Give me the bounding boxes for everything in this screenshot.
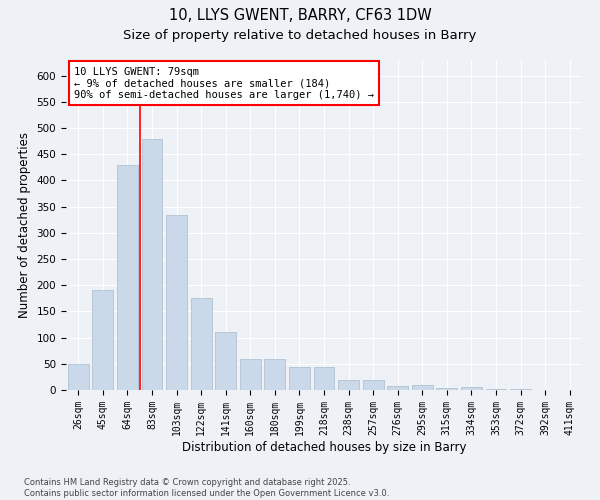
Bar <box>191 298 212 390</box>
Bar <box>265 358 286 390</box>
Bar <box>240 358 261 390</box>
Text: 10 LLYS GWENT: 79sqm
← 9% of detached houses are smaller (184)
90% of semi-detac: 10 LLYS GWENT: 79sqm ← 9% of detached ho… <box>74 66 374 100</box>
Bar <box>338 380 359 390</box>
Bar <box>142 138 163 390</box>
Bar <box>314 368 334 390</box>
Y-axis label: Number of detached properties: Number of detached properties <box>18 132 31 318</box>
Bar <box>461 388 482 390</box>
Bar <box>68 364 89 390</box>
Text: Size of property relative to detached houses in Barry: Size of property relative to detached ho… <box>124 30 476 43</box>
Bar <box>387 386 408 390</box>
Text: 10, LLYS GWENT, BARRY, CF63 1DW: 10, LLYS GWENT, BARRY, CF63 1DW <box>169 8 431 22</box>
Bar <box>362 380 383 390</box>
Bar <box>436 388 457 390</box>
Bar <box>215 332 236 390</box>
Bar <box>166 214 187 390</box>
Bar <box>289 368 310 390</box>
X-axis label: Distribution of detached houses by size in Barry: Distribution of detached houses by size … <box>182 440 466 454</box>
Bar <box>117 165 138 390</box>
Bar <box>92 290 113 390</box>
Bar <box>412 385 433 390</box>
Text: Contains HM Land Registry data © Crown copyright and database right 2025.
Contai: Contains HM Land Registry data © Crown c… <box>24 478 389 498</box>
